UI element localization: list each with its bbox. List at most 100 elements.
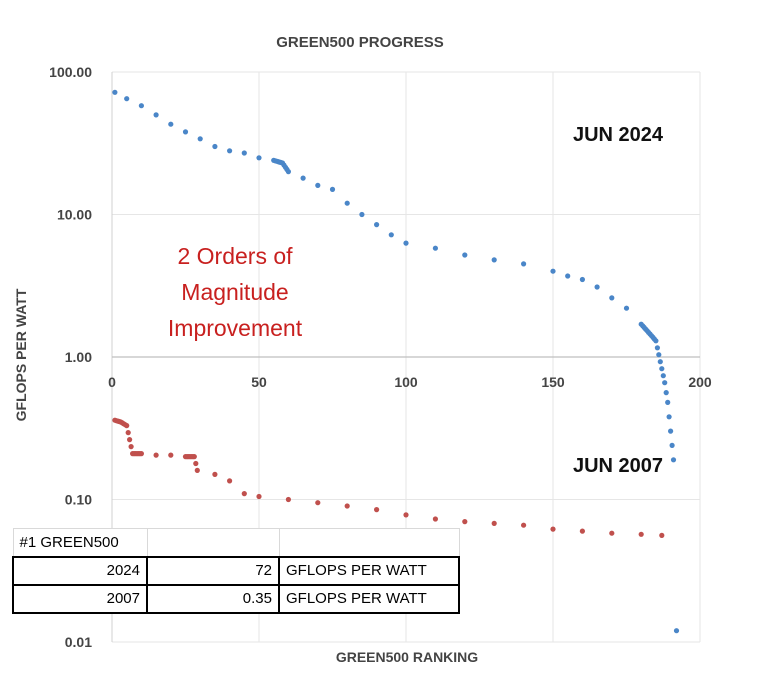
- x-axis-label: GREEN500 RANKING: [336, 649, 478, 665]
- data-point: [653, 338, 659, 344]
- data-point: [112, 89, 118, 95]
- data-point: [329, 186, 336, 192]
- table-header-row: #1 GREEN500: [12, 528, 460, 557]
- y-tick-label: 10.00: [57, 207, 92, 223]
- table-cell-unit: GFLOPS PER WATT: [278, 555, 460, 586]
- data-point: [669, 442, 675, 448]
- data-point: [656, 352, 662, 358]
- data-point: [168, 452, 174, 458]
- data-point: [285, 496, 291, 503]
- data-point: [462, 519, 468, 525]
- data-point: [670, 457, 677, 463]
- data-point: [666, 414, 672, 420]
- annotation-line-1: 2 Orders of: [177, 243, 293, 269]
- data-point: [660, 373, 666, 379]
- data-point: [153, 452, 159, 458]
- y-tick-label: 100.00: [49, 64, 92, 80]
- x-tick-label: 150: [541, 374, 565, 390]
- data-point: [315, 182, 321, 188]
- data-point: [227, 148, 233, 154]
- data-point: [521, 261, 527, 267]
- data-point: [432, 516, 438, 522]
- series-jun-2024: [112, 89, 680, 634]
- data-point: [638, 531, 644, 537]
- data-point: [665, 399, 671, 405]
- data-point: [550, 268, 556, 274]
- data-point: [403, 240, 409, 246]
- table-header-empty: [278, 528, 460, 557]
- data-point: [285, 169, 291, 175]
- y-tick-label: 0.10: [65, 492, 92, 508]
- data-point: [138, 451, 144, 457]
- data-point: [194, 467, 200, 473]
- data-point: [344, 200, 350, 206]
- data-point: [241, 150, 247, 156]
- annotation-line-2: Magnitude: [181, 279, 288, 305]
- x-tick-label: 100: [394, 374, 418, 390]
- chart-title: GREEN500 PROGRESS: [276, 34, 444, 51]
- data-point: [491, 257, 497, 263]
- data-point: [432, 245, 438, 251]
- data-point: [403, 512, 409, 518]
- data-points: [112, 89, 680, 634]
- data-point: [491, 520, 497, 527]
- data-point: [623, 305, 630, 311]
- data-point: [550, 526, 556, 532]
- table-row: 2024 72 GFLOPS PER WATT: [12, 555, 460, 586]
- tick-labels: 0 50 100 150 200 100.00 10.00 1.00 0.10 0.01: [49, 64, 712, 650]
- data-point: [191, 454, 197, 460]
- data-point: [662, 380, 668, 386]
- data-point: [609, 530, 615, 536]
- data-point: [256, 493, 262, 500]
- data-point: [241, 491, 247, 497]
- data-point: [124, 423, 130, 429]
- series-label-2024: JUN 2024: [573, 124, 664, 146]
- data-point: [359, 211, 365, 218]
- data-point: [579, 528, 586, 534]
- x-tick-label: 0: [108, 374, 116, 390]
- data-point: [663, 390, 669, 396]
- table-header-empty: [146, 528, 280, 557]
- data-point: [659, 532, 665, 539]
- data-point: [127, 437, 133, 443]
- data-point: [565, 273, 571, 279]
- data-point: [227, 478, 233, 484]
- data-point: [374, 222, 380, 228]
- table-cell-year: 2024: [12, 555, 148, 586]
- data-point: [579, 276, 586, 283]
- x-tick-label: 50: [251, 374, 267, 390]
- data-point: [168, 121, 174, 127]
- table-cell-value: 72: [146, 555, 280, 586]
- data-point: [344, 503, 350, 509]
- data-point: [300, 175, 306, 181]
- data-point: [594, 284, 600, 290]
- data-point: [128, 444, 134, 450]
- data-point: [153, 112, 159, 118]
- data-point: [125, 430, 131, 436]
- data-point: [659, 366, 665, 372]
- table-row: 2007 0.35 GFLOPS PER WATT: [12, 583, 460, 614]
- data-point: [256, 155, 262, 161]
- data-point: [124, 96, 130, 102]
- x-tick-label: 200: [688, 374, 712, 390]
- data-point: [374, 507, 380, 513]
- data-point: [668, 428, 674, 434]
- data-point: [462, 252, 468, 258]
- data-point: [182, 129, 189, 135]
- annotation-line-3: Improvement: [168, 315, 303, 341]
- data-point: [654, 345, 661, 351]
- series-jun-2007: [112, 417, 665, 539]
- data-point: [521, 522, 527, 528]
- summary-table: #1 GREEN500 2024 72 GFLOPS PER WATT 2007…: [12, 528, 460, 614]
- series-label-2007: JUN 2007: [573, 455, 663, 477]
- y-tick-label: 1.00: [65, 349, 92, 365]
- data-point: [609, 295, 615, 301]
- y-axis-label: GFLOPS PER WATT: [13, 288, 29, 421]
- data-point: [138, 103, 144, 109]
- table-cell-year: 2007: [12, 583, 148, 614]
- data-point: [388, 232, 394, 238]
- data-point: [657, 359, 663, 365]
- data-point: [212, 471, 218, 477]
- data-point: [197, 136, 203, 142]
